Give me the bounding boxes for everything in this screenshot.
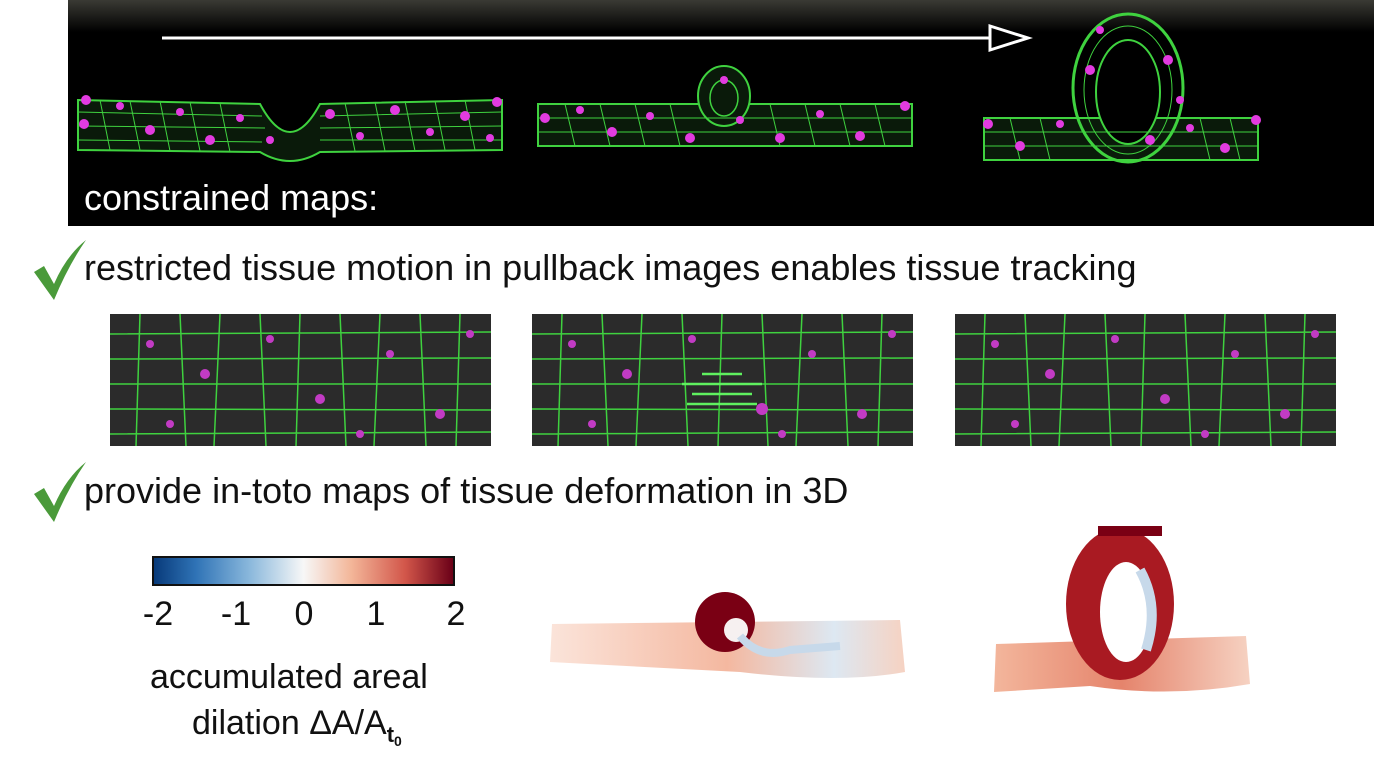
pullback-image-2 — [532, 314, 913, 446]
colorbar-label-line2: dilation ΔA/At0 — [192, 704, 402, 749]
nuclei-dots — [79, 26, 1261, 153]
mesh-tube-1 — [77, 98, 503, 162]
colorbar-tick: 0 — [294, 595, 314, 633]
colorbar-tick: -1 — [220, 595, 252, 633]
constrained-maps-label: constrained maps: — [84, 177, 379, 218]
pullback-image-1 — [110, 314, 491, 446]
colorbar-tick: 2 — [446, 595, 466, 633]
mesh-render-layer — [77, 12, 1261, 164]
deformation-render-1 — [550, 592, 905, 678]
time-arrow-head — [988, 23, 1033, 53]
deformation-render-2 — [994, 526, 1250, 692]
colorbar — [152, 556, 455, 586]
colorbar-label-line1: accumulated areal — [150, 658, 428, 696]
checkmark-icon — [34, 462, 86, 522]
colorbar-tick: 1 — [366, 595, 386, 633]
panel-fade — [68, 0, 1374, 32]
pullback-image-3 — [955, 314, 1336, 446]
claim-deformation-maps: provide in-toto maps of tissue deformati… — [84, 470, 849, 511]
checkmark-icon — [34, 240, 86, 300]
claim-tissue-tracking: restricted tissue motion in pullback ima… — [84, 247, 1137, 288]
colorbar-tick: -2 — [142, 595, 174, 633]
